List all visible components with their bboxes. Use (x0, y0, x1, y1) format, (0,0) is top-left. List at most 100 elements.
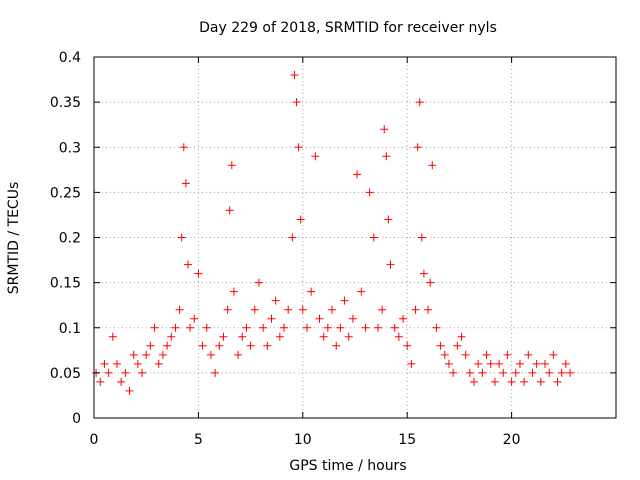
data-point (125, 386, 134, 395)
data-point (515, 359, 524, 368)
data-point (150, 323, 159, 332)
data-point (365, 188, 374, 197)
data-point (348, 314, 357, 323)
data-point (108, 332, 117, 341)
data-point (407, 359, 416, 368)
data-point (373, 323, 382, 332)
data-point (315, 314, 324, 323)
data-point (399, 314, 408, 323)
data-point (183, 260, 192, 269)
data-point (453, 341, 462, 350)
y-tick-label: 0.3 (59, 140, 81, 156)
data-point (511, 368, 520, 377)
data-point (181, 179, 190, 188)
data-point (146, 341, 155, 350)
data-point (403, 341, 412, 350)
data-point (271, 296, 280, 305)
data-point (311, 152, 320, 161)
data-point (344, 332, 353, 341)
data-point (234, 350, 243, 359)
data-point (223, 305, 232, 314)
data-point (336, 323, 345, 332)
data-point (198, 341, 207, 350)
x-tick-label: 10 (294, 432, 312, 448)
data-point (294, 143, 303, 152)
y-tick-label: 0.4 (59, 50, 81, 66)
data-point (369, 233, 378, 242)
data-point (428, 161, 437, 170)
data-point (394, 332, 403, 341)
data-point (382, 152, 391, 161)
data-point (328, 305, 337, 314)
data-point (211, 368, 220, 377)
data-point (465, 368, 474, 377)
data-point (250, 305, 259, 314)
data-point (474, 359, 483, 368)
data-point (532, 359, 541, 368)
data-point (424, 305, 433, 314)
data-point (482, 350, 491, 359)
data-point (167, 332, 176, 341)
data-point (426, 278, 435, 287)
data-point (292, 98, 301, 107)
data-point (121, 368, 130, 377)
data-point (138, 368, 147, 377)
data-point (417, 233, 426, 242)
data-point (470, 377, 479, 386)
data-point (386, 260, 395, 269)
data-point (390, 323, 399, 332)
chart-title: Day 229 of 2018, SRMTID for receiver nyl… (199, 20, 497, 36)
data-point (133, 359, 142, 368)
data-point (227, 161, 236, 170)
data-point (307, 287, 316, 296)
data-point (528, 368, 537, 377)
axis-ticks: 0 5 10 15 20 0 0.05 0.1 0.15 0.2 0.25 0.3 0.35 0.4 (50, 50, 616, 448)
data-point (296, 215, 305, 224)
data-point (332, 341, 341, 350)
data-point (154, 359, 163, 368)
data-point (206, 350, 215, 359)
data-point (225, 206, 234, 215)
data-point (288, 233, 297, 242)
data-point (413, 143, 422, 152)
data-point (440, 350, 449, 359)
data-point (520, 377, 529, 386)
data-point (461, 350, 470, 359)
data-point (486, 359, 495, 368)
data-point (259, 323, 268, 332)
y-tick-label: 0 (72, 411, 81, 427)
data-point (380, 125, 389, 134)
data-point (171, 323, 180, 332)
data-point (541, 359, 550, 368)
data-point (378, 305, 387, 314)
y-tick-label: 0.1 (59, 321, 81, 337)
data-point (238, 332, 247, 341)
data-point (158, 350, 167, 359)
data-point (340, 296, 349, 305)
data-point (129, 350, 138, 359)
data-point (449, 368, 458, 377)
y-tick-label: 0.25 (50, 185, 81, 201)
data-point (432, 323, 441, 332)
data-points (92, 71, 575, 395)
data-point (215, 341, 224, 350)
data-point (280, 323, 289, 332)
data-point (457, 332, 466, 341)
y-tick-label: 0.2 (59, 231, 81, 247)
data-point (419, 269, 428, 278)
data-point (553, 377, 562, 386)
data-point (524, 350, 533, 359)
data-point (177, 233, 186, 242)
data-point (275, 332, 284, 341)
data-point (499, 368, 508, 377)
x-tick-label: 15 (398, 432, 416, 448)
data-point (557, 368, 566, 377)
data-point (536, 377, 545, 386)
data-point (353, 170, 362, 179)
data-point (561, 359, 570, 368)
x-tick-label: 0 (90, 432, 99, 448)
data-point (319, 332, 328, 341)
data-point (246, 341, 255, 350)
